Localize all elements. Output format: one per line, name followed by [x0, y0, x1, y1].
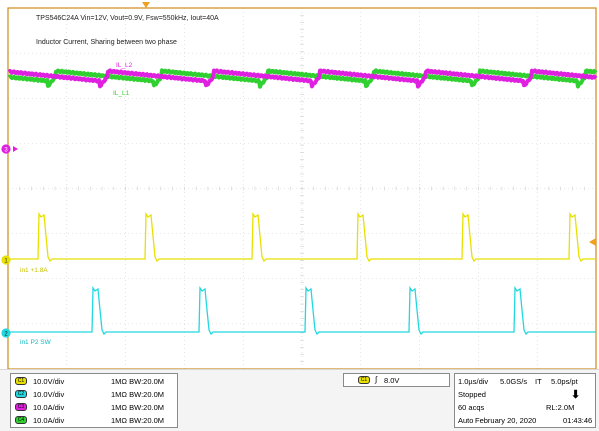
channel-row[interactable]: C3 10.0A/div 1MΩ BW:20.0M: [15, 401, 177, 414]
sample-rate: 5.0GS/s: [500, 377, 528, 386]
channel-1-ground-marker[interactable]: 1: [1, 255, 11, 265]
trigger-slope-icon: ∫: [375, 375, 378, 384]
channel-bandwidth: BW:20.0M: [129, 390, 164, 399]
channel-row[interactable]: C4 10.0A/div 1MΩ BW:20.0M: [15, 414, 177, 427]
record-length: RL:2.0M: [546, 403, 575, 412]
channel-badge: C2: [15, 390, 27, 398]
trigger-mode: Auto: [458, 416, 474, 425]
trace-label-sw2: in1 P2 SW: [20, 339, 52, 346]
channel-scale: 10.0V/div: [33, 377, 65, 386]
channel-bandwidth: BW:20.0M: [129, 416, 164, 425]
channel-scale: 10.0A/div: [33, 403, 65, 412]
trace-label-il2: IL_L2: [116, 62, 133, 69]
trigger-settings[interactable]: C1 ∫ 8.0V: [343, 373, 450, 387]
time-display: 01:43:46: [563, 416, 593, 425]
inductor-current-l2-trace: [7, 68, 598, 89]
acquisition-count: 60 acqs: [458, 403, 485, 412]
channel-impedance: 1MΩ: [111, 416, 128, 425]
svg-text:2: 2: [4, 332, 8, 338]
channel-row[interactable]: C2 10.0V/div 1MΩ BW:20.0M: [15, 388, 177, 401]
channel-badge: C3: [15, 403, 27, 411]
status-panel: C1 10.0V/div 1MΩ BW:20.0M C2 10.0V/div 1…: [0, 369, 599, 431]
svg-text:3: 3: [4, 148, 8, 154]
trace-label-il1: IL_L1: [113, 90, 130, 97]
channel-scale: 10.0A/div: [33, 416, 65, 425]
oscilloscope-display: TPS546C24A Vin=12V, Vout=0.9V, Fsw=550kH…: [1, 2, 598, 370]
channel-bandwidth: BW:20.0M: [129, 403, 164, 412]
title-line-1: TPS546C24A Vin=12V, Vout=0.9V, Fsw=550kH…: [36, 15, 219, 22]
timebase-settings[interactable]: 1.0µs/div 5.0GS/s IT 5.0ps/pt Stopped ⬇ …: [454, 373, 596, 428]
acquisition-state: Stopped: [458, 390, 486, 399]
channel-row[interactable]: C1 10.0V/div 1MΩ BW:20.0M: [15, 375, 177, 388]
svg-text:1: 1: [4, 259, 8, 265]
trigger-time-marker: [142, 2, 150, 8]
channel-scale: 10.0V/div: [33, 390, 65, 399]
horizontal-scale: 1.0µs/div: [458, 377, 489, 386]
channel-bandwidth: BW:20.0M: [129, 377, 164, 386]
trace-label-sw1: in1 +1.8A: [20, 267, 48, 274]
channel-badge: C4: [15, 416, 27, 424]
channel-impedance: 1MΩ: [111, 403, 128, 412]
date-display: February 20, 2020: [475, 416, 537, 425]
channel-impedance: 1MΩ: [111, 390, 128, 399]
trigger-level-marker: [589, 238, 596, 246]
resolution: 5.0ps/pt: [551, 377, 578, 386]
single-shot-arrow-icon[interactable]: ⬇: [571, 389, 581, 401]
switch-node-2-trace: [9, 285, 596, 336]
trigger-badge: C1: [358, 376, 370, 384]
channel-impedance: 1MΩ: [111, 377, 128, 386]
title-line-2: Inductor Current, Sharing between two ph…: [36, 39, 177, 46]
channel-2-ground-marker[interactable]: 2: [1, 328, 11, 338]
interpolation-mode: IT: [535, 377, 542, 386]
trigger-level: 8.0V: [384, 376, 400, 385]
channel-3-ground-marker[interactable]: 3: [1, 144, 18, 154]
graticule-grid: [7, 7, 597, 370]
switch-node-1-trace: [9, 211, 596, 263]
channel-badge: C1: [15, 377, 27, 385]
waveform-graticule: TPS546C24A Vin=12V, Vout=0.9V, Fsw=550kH…: [1, 2, 598, 370]
channel-settings-table: C1 10.0V/div 1MΩ BW:20.0M C2 10.0V/div 1…: [10, 373, 178, 428]
